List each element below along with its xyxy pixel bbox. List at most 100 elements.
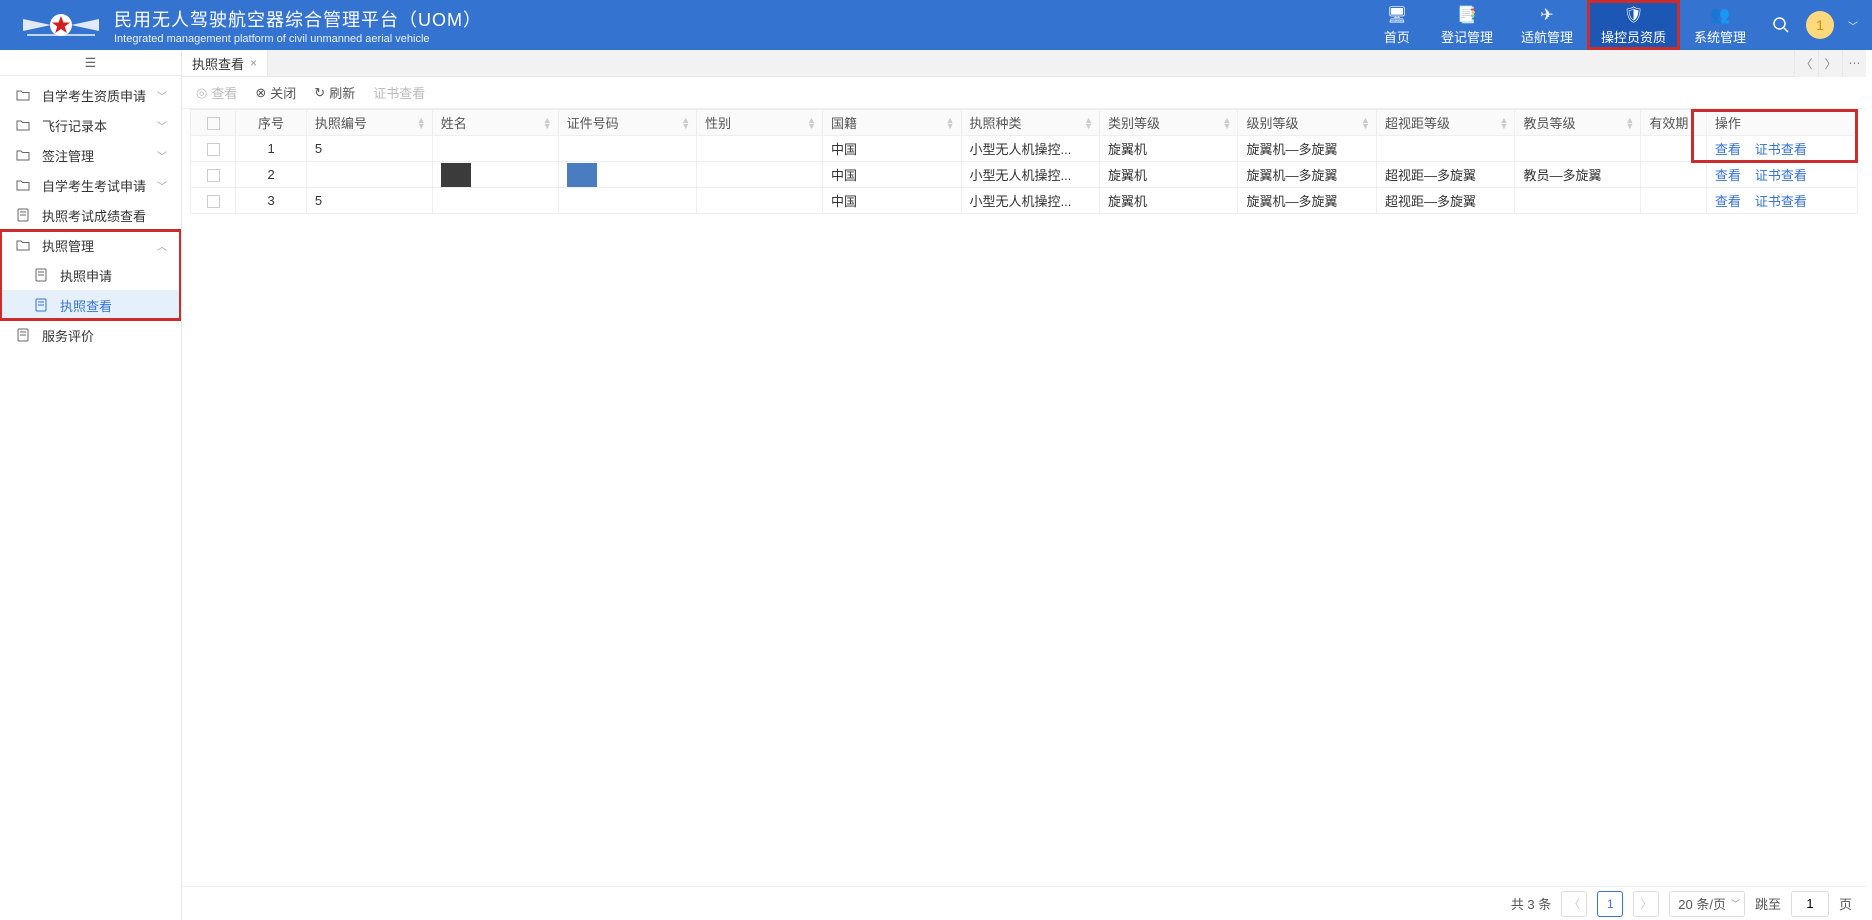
doc-icon: [16, 328, 32, 342]
cell-expiry: [1641, 188, 1706, 214]
col-expiry: 有效期: [1641, 110, 1706, 136]
chevron-up-icon: ︿: [157, 238, 167, 253]
col-seq: 序号: [236, 110, 307, 136]
nav-icon: ✈: [1540, 5, 1553, 25]
col-instructor[interactable]: 教员等级▲▼: [1515, 110, 1641, 136]
row-view-link[interactable]: 查看: [1715, 194, 1741, 209]
chevron-down-icon: ﹀: [157, 88, 167, 103]
sidebar-item-执照查看[interactable]: 执照查看: [0, 290, 181, 320]
sort-icon: ▲▼: [1223, 117, 1232, 129]
pagination-page-1[interactable]: 1: [1597, 891, 1623, 917]
pagination-goto-input[interactable]: [1791, 891, 1829, 917]
app-title: 民用无人驾驶航空器综合管理平台（UOM）: [114, 6, 482, 32]
doc-icon: [34, 298, 50, 312]
col-category[interactable]: 类别等级▲▼: [1099, 110, 1237, 136]
user-avatar[interactable]: 1: [1806, 11, 1834, 39]
cell-chk: [191, 136, 236, 162]
tab-bar: 执照查看 × 〈 〉 ⋯: [182, 50, 1866, 77]
sidebar-collapse-button[interactable]: ☰: [0, 50, 181, 76]
sidebar-item-自学考生资质申请[interactable]: 自学考生资质申请﹀: [0, 80, 181, 110]
doc-icon: [16, 208, 32, 222]
checkbox-all[interactable]: [207, 117, 220, 130]
main-area: 执照查看 × 〈 〉 ⋯ ◎ 查看 ⊗ 关闭: [182, 50, 1866, 920]
cell-license_type: 小型无人机操控...: [961, 162, 1099, 188]
cell-id_no: [558, 188, 696, 214]
row-cert-link[interactable]: 证书查看: [1755, 142, 1807, 157]
pagination: 共 3 条 〈 1 〉 20 条/页 跳至 页: [182, 886, 1866, 920]
sidebar-item-label: 签注管理: [42, 146, 157, 165]
nav-label: 操控员资质: [1601, 27, 1666, 46]
sort-icon: ▲▼: [543, 117, 552, 129]
col-id_no[interactable]: 证件号码▲▼: [558, 110, 696, 136]
row-view-link[interactable]: 查看: [1715, 168, 1741, 183]
cell-instructor: [1515, 136, 1641, 162]
sidebar-group-license-mgmt: 执照管理︿ 执照申请执照查看: [0, 230, 181, 320]
cell-class: 旋翼机—多旋翼: [1238, 188, 1376, 214]
sidebar-item-执照申请[interactable]: 执照申请: [0, 260, 181, 290]
toolbar-cert-label: 证书查看: [373, 83, 425, 102]
topnav-适航管理[interactable]: ✈适航管理: [1507, 0, 1587, 50]
toolbar-close-button[interactable]: ⊗ 关闭: [255, 83, 296, 102]
sidebar-item-label: 执照考试成绩查看: [42, 206, 167, 225]
row-checkbox[interactable]: [207, 143, 220, 156]
row-cert-link[interactable]: 证书查看: [1755, 194, 1807, 209]
col-bvlos[interactable]: 超视距等级▲▼: [1376, 110, 1514, 136]
sidebar-item-服务评价[interactable]: 服务评价: [0, 320, 181, 350]
cell-seq: 3: [236, 188, 307, 214]
topnav-操控员资质[interactable]: 🛡操控员资质: [1587, 0, 1680, 50]
pagination-size-select[interactable]: 20 条/页: [1669, 891, 1745, 917]
search-button[interactable]: [1770, 14, 1792, 36]
sidebar-item-签注管理[interactable]: 签注管理﹀: [0, 140, 181, 170]
view-icon: ◎: [196, 85, 207, 101]
cell-license_no: 5: [306, 188, 432, 214]
folder-icon: [16, 238, 32, 252]
col-license_type[interactable]: 执照种类▲▼: [961, 110, 1099, 136]
col-gender[interactable]: 性别▲▼: [697, 110, 823, 136]
row-checkbox[interactable]: [207, 169, 220, 182]
close-icon: ⊗: [255, 85, 266, 101]
pagination-prev[interactable]: 〈: [1561, 891, 1587, 917]
cell-class: 旋翼机—多旋翼: [1238, 162, 1376, 188]
topnav-登记管理[interactable]: 📑登记管理: [1427, 0, 1507, 50]
cell-instructor: [1515, 188, 1641, 214]
col-nationality[interactable]: 国籍▲▼: [823, 110, 961, 136]
sidebar-item-label: 飞行记录本: [42, 116, 157, 135]
col-class[interactable]: 级别等级▲▼: [1238, 110, 1376, 136]
sort-icon: ▲▼: [807, 117, 816, 129]
sidebar-item-飞行记录本[interactable]: 飞行记录本﹀: [0, 110, 181, 140]
nav-label: 系统管理: [1694, 27, 1746, 46]
cell-license_type: 小型无人机操控...: [961, 136, 1099, 162]
sidebar-item-label: 执照查看: [60, 296, 167, 315]
logo: [14, 5, 108, 45]
chevron-down-icon: ﹀: [157, 148, 167, 163]
toolbar-refresh-button[interactable]: ↻ 刷新: [314, 83, 355, 102]
col-license_no[interactable]: 执照编号▲▼: [306, 110, 432, 136]
row-checkbox[interactable]: [207, 195, 220, 208]
sidebar-item-label: 执照申请: [60, 266, 167, 285]
doc-icon: [34, 268, 50, 282]
toolbar-cert-button: 证书查看: [373, 83, 425, 102]
cell-id_no: [558, 162, 696, 188]
topnav-首页[interactable]: 🖥首页: [1367, 0, 1427, 50]
tab-prev-button[interactable]: 〈: [1794, 50, 1818, 77]
masked-id: [567, 163, 597, 187]
tab-more-button[interactable]: ⋯: [1842, 50, 1866, 77]
cell-id_no: [558, 136, 696, 162]
sort-icon: ▲▼: [417, 117, 426, 129]
tab-license-view[interactable]: 执照查看 ×: [182, 50, 268, 76]
sidebar-item-自学考生考试申请[interactable]: 自学考生考试申请﹀: [0, 170, 181, 200]
sort-icon: ▲▼: [681, 117, 690, 129]
topnav-系统管理[interactable]: 👥系统管理: [1680, 0, 1760, 50]
chevron-down-icon[interactable]: ﹀: [1848, 18, 1858, 33]
search-icon: [1772, 16, 1790, 34]
col-name[interactable]: 姓名▲▼: [432, 110, 558, 136]
tab-next-button[interactable]: 〉: [1818, 50, 1842, 77]
sidebar-item-执照管理[interactable]: 执照管理︿: [0, 230, 181, 260]
row-view-link[interactable]: 查看: [1715, 142, 1741, 157]
license-table: 序号执照编号▲▼姓名▲▼证件号码▲▼性别▲▼国籍▲▼执照种类▲▼类别等级▲▼级别…: [190, 109, 1858, 214]
sidebar-item-执照考试成绩查看[interactable]: 执照考试成绩查看: [0, 200, 181, 230]
tab-close-icon[interactable]: ×: [250, 56, 257, 70]
row-cert-link[interactable]: 证书查看: [1755, 168, 1807, 183]
pagination-next[interactable]: 〉: [1633, 891, 1659, 917]
table-row: 2中国小型无人机操控...旋翼机旋翼机—多旋翼超视距—多旋翼教员—多旋翼查看证书…: [191, 162, 1858, 188]
